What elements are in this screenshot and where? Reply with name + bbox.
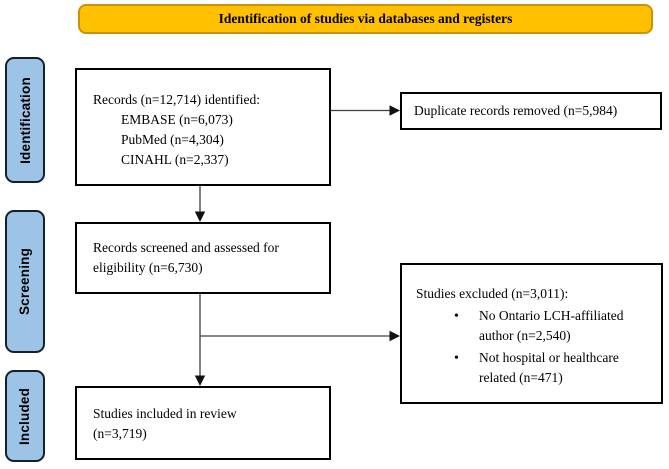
records-screened-text: Records screened and assessed for eligib… bbox=[93, 240, 279, 275]
banner-title: Identification of studies via databases … bbox=[218, 11, 513, 26]
studies-included-box: Studies included in review (n=3,719) bbox=[75, 386, 331, 460]
records-source-cinahl: CINAHL (n=2,337) bbox=[121, 152, 229, 167]
studies-excluded-title: Studies excluded (n=3,011): bbox=[416, 286, 569, 301]
excluded-reason-no-ontario-author: No Ontario LCH-affiliated author (n=2,54… bbox=[479, 308, 624, 343]
studies-included-text: Studies included in review (n=3,719) bbox=[93, 406, 237, 441]
stage-label-included: Included bbox=[5, 370, 45, 462]
records-source-embase: EMBASE (n=6,073) bbox=[121, 112, 233, 127]
records-screened-box: Records screened and assessed for eligib… bbox=[75, 222, 331, 294]
stage-label-screening: Screening bbox=[5, 210, 45, 353]
excluded-reason-not-healthcare: Not hospital or healthcare related (n=47… bbox=[479, 350, 619, 385]
bullet-icon bbox=[454, 306, 479, 327]
records-source-pubmed: PubMed (n=4,304) bbox=[121, 132, 224, 147]
excluded-reason-row: Not hospital or healthcare related (n=47… bbox=[416, 348, 653, 388]
stage-label-identification: Identification bbox=[5, 57, 45, 183]
excluded-reason-row: No Ontario LCH-affiliated author (n=2,54… bbox=[416, 306, 653, 346]
stage-label-identification-text: Identification bbox=[17, 76, 33, 164]
records-identified-box: Records (n=12,714) identified: EMBASE (n… bbox=[75, 68, 331, 186]
bullet-icon bbox=[454, 348, 479, 369]
stage-label-included-text: Included bbox=[17, 387, 33, 445]
duplicate-records-removed-box: Duplicate records removed (n=5,984) bbox=[400, 92, 662, 130]
banner-identification-via-databases: Identification of studies via databases … bbox=[78, 4, 653, 34]
arrow-records-to-screened bbox=[194, 186, 206, 222]
records-identified-title: Records (n=12,714) identified: bbox=[93, 92, 260, 107]
stage-label-screening-text: Screening bbox=[17, 247, 33, 316]
studies-excluded-box: Studies excluded (n=3,011): No Ontario L… bbox=[400, 263, 663, 404]
arrow-records-to-duplicates bbox=[331, 105, 400, 116]
arrow-screened-to-included bbox=[194, 294, 206, 386]
arrow-screened-to-excluded bbox=[200, 330, 400, 342]
duplicate-records-removed-text: Duplicate records removed (n=5,984) bbox=[414, 103, 618, 118]
